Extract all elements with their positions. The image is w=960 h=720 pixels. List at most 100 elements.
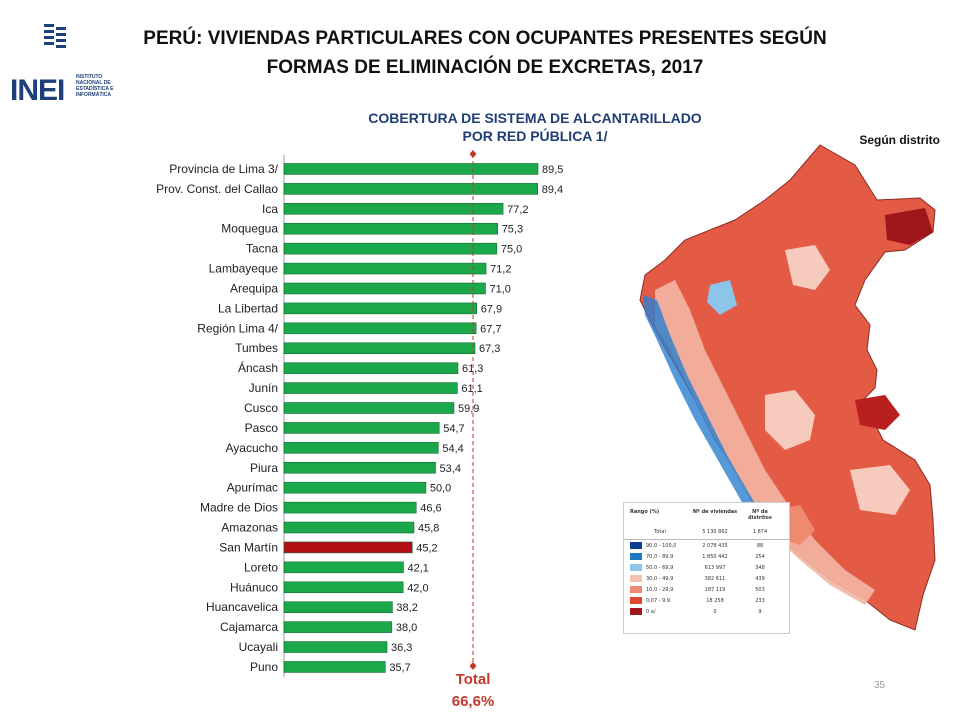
legend-row: 50,0 - 69,9 613 997 348 <box>624 562 789 573</box>
category-label: Loreto <box>244 560 278 574</box>
legend-range: 70,0 - 89,9 <box>646 553 674 560</box>
bar <box>283 222 498 235</box>
legend-header-distritos: Nº de distritos <box>748 509 772 521</box>
bar <box>283 501 417 514</box>
bar <box>283 163 539 175</box>
bar <box>283 402 455 414</box>
legend-distritos: 88 <box>756 542 764 549</box>
chart-title-line-2: POR RED PÚBLICA 1/ <box>462 128 608 144</box>
page-number: 35 <box>874 680 886 691</box>
page-title: PERÚ: VIVIENDAS PARTICULARES CON OCUPANT… <box>120 24 850 82</box>
value-label: 71,0 <box>489 283 510 295</box>
bar <box>283 581 404 594</box>
bar <box>283 203 504 215</box>
legend-row: 70,0 - 89,9 1 850 442 254 <box>624 551 789 562</box>
chart-title: COBERTURA DE SISTEMA DE ALCANTARILLADO P… <box>330 109 740 145</box>
legend-header-range: Rango (%) <box>630 509 660 515</box>
bar <box>283 621 393 633</box>
legend-range: 0,07 - 9,9 <box>646 597 671 604</box>
category-label: Ica <box>262 202 278 216</box>
legend-swatch <box>630 586 642 593</box>
value-label: 59,9 <box>458 403 479 415</box>
legend-viviendas: 382 611 <box>704 575 726 582</box>
category-label: Piura <box>250 461 278 475</box>
legend-viviendas: 18 258 <box>706 597 724 604</box>
category-label: San Martín <box>219 540 278 554</box>
category-label: La Libertad <box>218 301 278 315</box>
legend-range: 10,0 - 29,9 <box>646 586 674 593</box>
legend-distritos: 503 <box>755 586 765 593</box>
legend-distritos: 9 <box>758 608 762 615</box>
total-value-label: 66,6% <box>452 693 495 710</box>
legend-swatch <box>630 564 642 571</box>
bar <box>283 561 404 574</box>
bar <box>283 282 486 295</box>
category-label: Pasco <box>245 421 279 435</box>
legend-distritos: 348 <box>755 564 765 571</box>
legend-range: 30,0 - 49,9 <box>646 575 674 582</box>
legend-range: 50,0 - 69,9 <box>646 564 674 571</box>
legend-viviendas: 0 <box>713 608 717 615</box>
legend-range: 90,0 - 100,0 <box>646 542 677 549</box>
value-label: 36,3 <box>391 642 412 654</box>
value-label: 89,5 <box>542 164 563 176</box>
legend-row: 90,0 - 100,0 2 078 435 88 <box>624 540 789 551</box>
legend-row: 0 a/0 9 <box>624 606 789 617</box>
legend-total-distritos: 1 874 <box>752 529 768 535</box>
bar <box>283 442 439 454</box>
bar <box>283 382 458 394</box>
value-label: 38,2 <box>396 602 417 614</box>
value-label: 89,4 <box>542 184 563 196</box>
bar <box>283 601 393 613</box>
legend-header: Rango (%) Nº de viviendas Nº de distrito… <box>624 503 789 523</box>
value-label: 67,9 <box>481 303 502 315</box>
value-label: 53,4 <box>440 463 461 475</box>
category-label: Cajamarca <box>220 620 278 634</box>
legend-swatch <box>630 597 642 604</box>
value-label: 45,2 <box>416 542 437 554</box>
legend-total-label: Total <box>654 529 666 535</box>
value-label: 42,0 <box>407 582 428 594</box>
category-label: Tacna <box>246 242 278 256</box>
legend-row: 30,0 - 49,9 382 611 439 <box>624 573 789 584</box>
value-label: 71,2 <box>490 264 511 276</box>
bar <box>283 521 415 534</box>
bar <box>283 462 436 474</box>
category-label: Áncash <box>238 360 278 375</box>
value-label: 50,0 <box>430 483 451 495</box>
legend-swatch <box>630 608 642 615</box>
map-title: Según distrito <box>859 133 940 147</box>
legend-total-row: Total 5 130 862 1 874 <box>624 523 789 540</box>
legend-total-viviendas: 5 130 862 <box>702 529 728 535</box>
value-label: 38,0 <box>396 622 417 634</box>
bar <box>283 362 459 374</box>
legend-viviendas: 2 078 435 <box>702 542 728 549</box>
bar <box>283 262 487 275</box>
category-label: Arequipa <box>230 281 278 295</box>
value-label: 35,7 <box>389 662 410 674</box>
value-label: 61,1 <box>461 383 482 395</box>
bar <box>283 242 498 255</box>
title-line-1: PERÚ: VIVIENDAS PARTICULARES CON OCUPANT… <box>143 28 827 49</box>
value-label: 45,8 <box>418 523 439 535</box>
value-label: 42,1 <box>407 562 428 574</box>
value-label: 67,3 <box>479 343 500 355</box>
title-line-2: FORMAS DE ELIMINACIÓN DE EXCRETAS, 2017 <box>266 57 704 78</box>
category-label: Lambayeque <box>209 262 279 276</box>
category-label: Madre de Dios <box>200 501 278 515</box>
bar <box>283 302 477 315</box>
category-label: Ayacucho <box>226 441 279 455</box>
value-label: 75,3 <box>502 224 523 236</box>
peru-map-shape <box>639 144 936 631</box>
legend-range: 0 a/ <box>646 608 656 615</box>
category-label: Prov. Const. del Callao <box>156 182 278 196</box>
reference-marker-top <box>469 150 477 158</box>
category-label: Amazonas <box>221 521 278 535</box>
category-label: Puno <box>250 660 278 674</box>
chart-title-line-1: COBERTURA DE SISTEMA DE ALCANTARILLADO <box>368 110 702 126</box>
bar <box>283 481 427 494</box>
map-legend: Rango (%) Nº de viviendas Nº de distrito… <box>623 502 790 634</box>
category-label: Huancavelica <box>206 600 278 614</box>
bar <box>283 322 477 335</box>
bar <box>283 661 386 673</box>
